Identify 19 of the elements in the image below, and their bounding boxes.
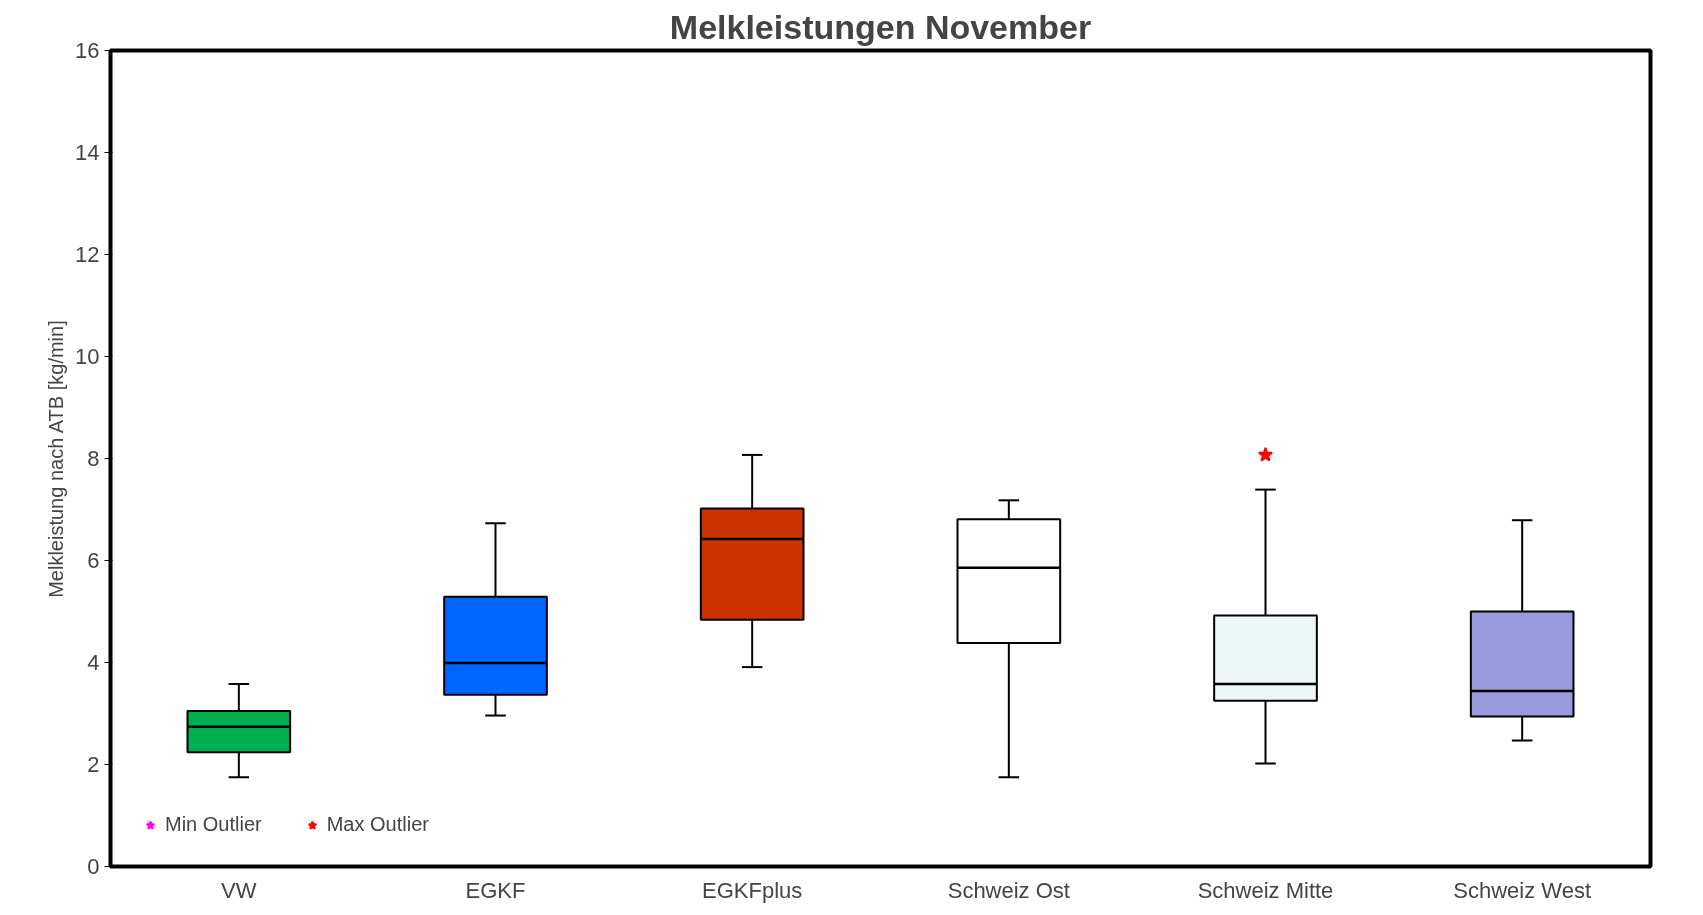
y-tick-label: 10: [75, 344, 100, 369]
y-tick-label: 0: [87, 854, 100, 879]
x-tick-label: EGKFplus: [702, 877, 803, 903]
y-tick-label: 12: [75, 242, 100, 267]
y-tick-label: 14: [75, 140, 100, 165]
legend-label: Min Outlier: [165, 813, 262, 836]
x-tick-label: Schweiz Mitte: [1197, 877, 1334, 903]
legend-label: Max Outlier: [326, 813, 429, 836]
y-tick-label: 16: [75, 38, 100, 63]
y-tick-label: 4: [87, 650, 100, 675]
x-tick-label: Schweiz West: [1453, 877, 1592, 903]
y-tick-label: 6: [87, 548, 100, 573]
y-axis-title: Melkleistung nach ATB [kg/min]: [45, 320, 68, 598]
x-tick-label: Schweiz Ost: [947, 877, 1070, 903]
chart-title: Melkleistungen November: [669, 7, 1092, 46]
y-tick-label: 8: [87, 446, 100, 471]
x-tick-label: EGKF: [465, 877, 526, 903]
x-tick-label: VW: [221, 877, 257, 903]
y-tick-label: 2: [87, 752, 100, 777]
